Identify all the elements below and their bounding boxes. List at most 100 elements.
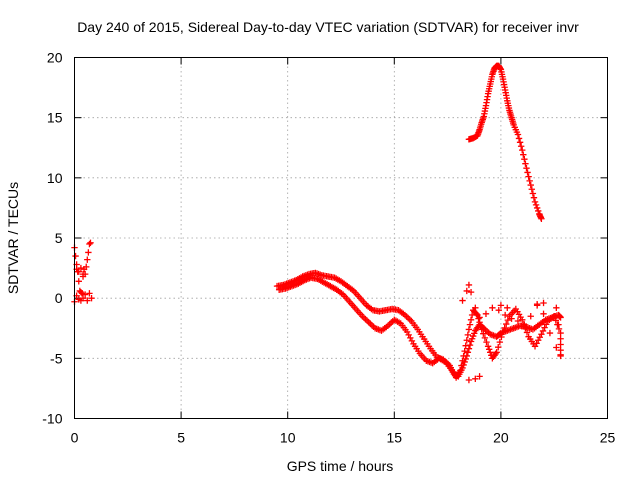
x-tick-label: 10 [280,430,296,446]
data-point-segment-c [497,302,505,309]
data-point-segment-a [464,349,472,356]
data-point-segment-peak [525,173,532,180]
data-point-segment-b [473,310,480,318]
x-axis-label: GPS time / hours [287,458,394,474]
data-point-segment-peak [517,143,525,150]
data-point-segment-peak [522,160,529,167]
data-point-segment-c [504,304,511,311]
data-point-segment-b [459,357,466,364]
x-tick-label: 5 [177,430,185,446]
data-point-segment-b [457,367,464,374]
data-point-segment-b [466,321,474,328]
data-point-segment-peak [529,190,537,197]
data-point-segment-b [557,341,564,348]
data-point-segment-c [521,321,528,328]
data-point-segment-c [527,313,534,320]
data-point-segment-early [78,290,86,297]
data-point-segment-early [75,278,82,285]
gridlines [74,57,608,419]
data-point-segment-peak [530,194,538,201]
data-point-segment-c [533,302,541,309]
y-tick-label: 15 [47,110,63,126]
data-point-segment-peak [531,198,539,206]
data-point-segment-early [84,297,91,304]
data-point-segment-peak [538,215,545,222]
y-tick-label: 5 [55,230,63,246]
data-point-segment-b [495,344,502,351]
data-point-segment-b [557,329,564,337]
y-tick-label: 0 [55,290,63,306]
data-point-segment-b [504,316,512,324]
data-point-segment-c [508,315,515,322]
data-point-segment-c [495,307,502,314]
data-point-segment-peak [533,204,541,212]
data-point-segment-b [465,326,473,333]
tick-labels: 0 5 10 15 20 25 -10 -5 0 5 10 15 20 [42,50,615,446]
data-point-segment-b [480,330,487,337]
data-point-segment-b [493,349,500,356]
data-point-segment-c [472,375,479,382]
data-point-segment-b [464,331,472,339]
data-point-segment-c [476,373,483,380]
data-point-segment-c [489,304,496,311]
data-point-segment-b [483,338,490,346]
data-point-segment-early [84,256,91,263]
data-point-segment-b [541,324,548,331]
data-point-segment-c [546,329,554,337]
y-tick-label: 10 [47,170,63,186]
data-point-segment-peak [528,186,536,193]
data-point-segment-a [557,314,564,321]
data-point-segment-c [463,287,470,295]
data-point-segment-peak [514,131,522,138]
data-point-segment-c [472,304,479,311]
data-point-segment-early [87,239,94,247]
data-point-segment-peak [527,181,534,189]
data-point-segment-early [77,264,85,272]
data-point-segment-b [467,316,475,324]
data-point-segment-early [88,294,95,302]
data-point-segment-early [79,294,87,302]
data-point-segment-c [540,299,547,307]
data-point-segment-b [519,316,526,324]
data-point-segment-peak [523,165,530,172]
data-point-segment-b [462,342,469,349]
data-point-segment-b [485,346,493,353]
data-point-segment-b [503,320,510,328]
data-point-segment-b [487,349,494,356]
data-point-segment-c [553,344,560,351]
data-point-segment-early [85,249,92,256]
data-point-segment-peak [519,146,526,154]
data-point-segment-c [467,288,475,296]
data-point-segment-c [501,311,509,319]
x-tick-label: 15 [387,430,403,446]
data-point-segment-peak [515,135,523,142]
data-point-segment-early [83,263,90,271]
data-point-segment-c [540,310,547,318]
plot-frame [74,57,608,419]
data-point-segment-b [522,325,529,332]
y-tick-label: -10 [42,411,62,427]
data-point-segment-c [459,297,466,304]
data-point-segment-b [538,331,545,338]
data-point-segment-b [551,313,558,320]
data-point-segment-peak [521,155,528,163]
data-point-segment-peak [516,139,524,146]
x-tick-label: 0 [71,430,79,446]
data-point-segment-b [477,322,484,330]
y-tick-label: 20 [47,50,63,66]
data-point-segment-peak [526,177,533,185]
data-point-segment-b [523,329,531,336]
y-axis-label: SDTVAR / TECUs [5,182,21,294]
data-point-segment-early [86,240,93,248]
data-point-segment-peak [524,169,531,176]
data-point-segment-c [514,317,522,325]
data-point-segment-c [555,321,562,328]
data-point-segment-b [478,326,485,333]
data-point-segment-b [475,315,482,322]
data-point-segment-b [543,321,550,328]
data-point-segment-early [77,288,85,296]
data-point-segment-early [72,252,79,260]
data-point-segment-b [539,327,547,335]
data-point-segment-c [557,351,564,358]
data-point-segment-b [481,334,489,342]
